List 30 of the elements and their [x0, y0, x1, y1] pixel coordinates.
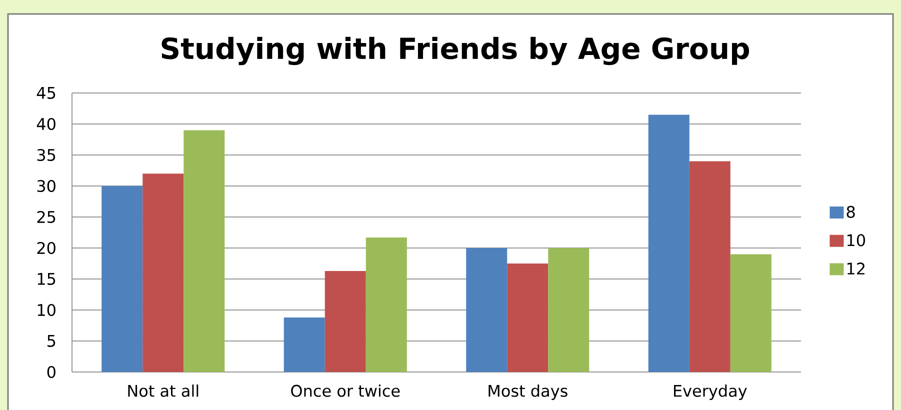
y-tick-label: 15 [38, 273, 56, 285]
legend-label: 8 [846, 206, 855, 218]
legend-label: 12 [847, 262, 864, 274]
y-tick-label: 0 [47, 366, 56, 378]
y-tick-label: 25 [37, 210, 56, 224]
bar [142, 174, 184, 372]
y-tick-label: 10 [38, 304, 56, 316]
y-tick-label: 20 [37, 242, 56, 254]
bar [184, 130, 225, 372]
chart-title: Studying with Friends by Age Group [162, 36, 750, 66]
legend-label: 10 [847, 234, 866, 246]
x-tick-label: Not at all [128, 384, 198, 397]
bar [366, 237, 407, 372]
bar [284, 317, 325, 372]
y-tick-label: 45 [36, 87, 56, 99]
bar [324, 270, 366, 372]
x-tick-label: Most days [488, 384, 568, 400]
y-tick-label: 35 [37, 148, 56, 162]
bar [507, 264, 548, 372]
bar [466, 248, 508, 372]
y-tick-label: 5 [48, 335, 56, 347]
bar [102, 186, 143, 372]
bar [689, 161, 730, 372]
x-tick-label: Everyday [674, 384, 747, 400]
bar [730, 254, 772, 372]
bar [548, 248, 590, 372]
y-tick-label: 40 [36, 118, 56, 130]
y-tick-label: 30 [37, 180, 56, 192]
x-tick-label: Once or twice [291, 384, 400, 397]
bar [648, 114, 690, 372]
